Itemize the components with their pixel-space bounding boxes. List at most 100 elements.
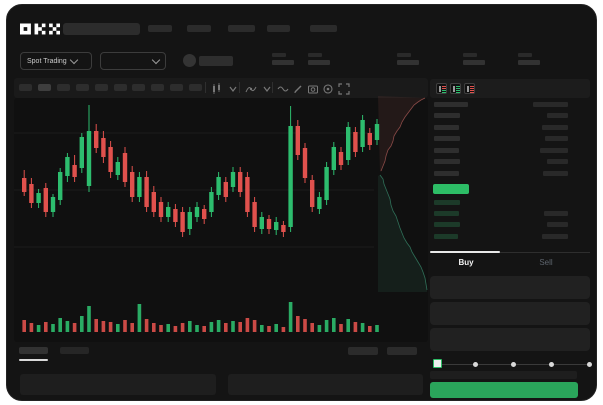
tab-buy[interactable]: Buy [458, 258, 474, 267]
timeframe-button[interactable] [113, 84, 127, 91]
ask-row-amount[interactable] [545, 136, 568, 141]
camera-snapshot-icon[interactable] [307, 82, 319, 94]
slider-stop-selected[interactable] [433, 359, 442, 368]
timeframe-button[interactable] [75, 84, 89, 91]
volume-bar [274, 324, 278, 332]
ask-row-price[interactable] [434, 159, 460, 164]
bid-row-price[interactable] [434, 222, 460, 227]
icon-row [442, 91, 446, 93]
timeframe-button[interactable] [37, 84, 51, 91]
candle [187, 207, 192, 235]
order-input-field[interactable] [430, 276, 590, 299]
draw-pencil-icon[interactable] [292, 82, 304, 94]
ask-row-price[interactable] [434, 171, 459, 176]
indicators-icon[interactable] [245, 82, 257, 94]
volume-bar [231, 321, 235, 332]
bid-row-amount[interactable] [542, 234, 568, 239]
depth-chart [378, 96, 428, 292]
candle [281, 221, 286, 237]
order-input-field[interactable] [430, 302, 590, 325]
slider-stop[interactable] [587, 362, 592, 367]
slider-stop[interactable] [511, 362, 516, 367]
icon-row [456, 91, 460, 93]
slider-stop[interactable] [473, 362, 478, 367]
ask-row-price[interactable] [434, 136, 460, 141]
nav-item-placeholder[interactable] [310, 25, 337, 32]
volume-bar [296, 316, 300, 332]
bottom-action-button[interactable] [387, 347, 417, 355]
chevron-down-icon[interactable] [261, 82, 273, 94]
ask-row-amount[interactable] [543, 171, 568, 176]
orderbook-header-amount[interactable] [533, 102, 568, 107]
candle [36, 189, 41, 208]
buy-submit-button[interactable] [430, 382, 578, 398]
ask-row-price[interactable] [434, 148, 459, 153]
candle [216, 172, 221, 200]
timeframe-button[interactable] [94, 84, 108, 91]
book-both-icon[interactable] [436, 83, 447, 94]
depth-bids-line [379, 174, 428, 291]
chevron-down-icon[interactable] [227, 82, 239, 94]
ask-row-amount[interactable] [547, 159, 568, 164]
nav-item-placeholder[interactable] [148, 25, 172, 32]
timeframe-button[interactable] [56, 84, 70, 91]
fullscreen-icon[interactable] [338, 82, 350, 95]
last-price-bar[interactable] [433, 184, 469, 194]
volume-bar [252, 320, 257, 332]
nav-item-placeholder[interactable] [267, 25, 290, 32]
pair-selector-dropdown[interactable] [100, 52, 166, 70]
ask-row-amount[interactable] [540, 148, 568, 153]
volume-bar [130, 323, 134, 332]
book-asks-icon[interactable] [464, 83, 475, 94]
market-stat [272, 53, 296, 66]
timeframe-button[interactable] [151, 84, 165, 91]
candle [288, 106, 293, 232]
wave-overlay-icon [277, 86, 289, 92]
volume-bar [144, 319, 149, 332]
ask-row-amount[interactable] [547, 113, 568, 118]
volume-bar [108, 322, 113, 332]
icon-row [456, 86, 460, 88]
nav-item-placeholder[interactable] [187, 25, 211, 32]
ask-row-price[interactable] [434, 113, 460, 118]
book-bids-icon[interactable] [450, 83, 461, 94]
orderbook-header-price[interactable] [434, 102, 468, 107]
timeframe-button[interactable] [170, 84, 184, 91]
volume-bar [281, 327, 286, 332]
search-input[interactable] [63, 23, 140, 35]
ask-row-amount[interactable] [542, 125, 568, 130]
order-input-field[interactable] [430, 328, 590, 351]
bottom-action-button[interactable] [348, 347, 378, 355]
timeframe-button[interactable] [132, 84, 146, 91]
ask-row-price[interactable] [434, 125, 459, 130]
interval-candles-icon[interactable] [211, 82, 223, 94]
indicators-icon [245, 86, 257, 93]
nav-item-placeholder[interactable] [228, 25, 255, 32]
stat-value-placeholder [272, 60, 294, 65]
bid-row-price[interactable] [434, 211, 459, 216]
volume-bar [332, 318, 336, 332]
chart-settings-icon[interactable] [322, 82, 334, 94]
market-type-dropdown[interactable]: Spot Trading [20, 52, 92, 70]
slider-stop[interactable] [549, 362, 554, 367]
timeframe-button[interactable] [19, 84, 32, 91]
bid-row-amount[interactable] [547, 222, 568, 227]
bid-row-price[interactable] [434, 234, 458, 239]
bottom-tab[interactable] [60, 347, 89, 354]
candle [151, 186, 156, 217]
wave-overlay-icon[interactable] [277, 82, 289, 94]
tab-sell[interactable]: Sell [539, 258, 553, 267]
candle [209, 187, 214, 217]
bid-row-price[interactable] [434, 200, 460, 205]
stat-value-placeholder [518, 60, 540, 65]
volume-bar [260, 325, 264, 332]
volume-bar [123, 320, 127, 332]
bottom-tab[interactable] [19, 347, 48, 354]
stat-label-placeholder [397, 53, 411, 57]
volume-bar [36, 325, 41, 332]
candle [302, 143, 308, 183]
okx-logo[interactable] [20, 23, 60, 35]
timeframe-button[interactable] [189, 84, 203, 91]
volume-bar [375, 325, 379, 332]
bid-row-amount[interactable] [544, 211, 568, 216]
